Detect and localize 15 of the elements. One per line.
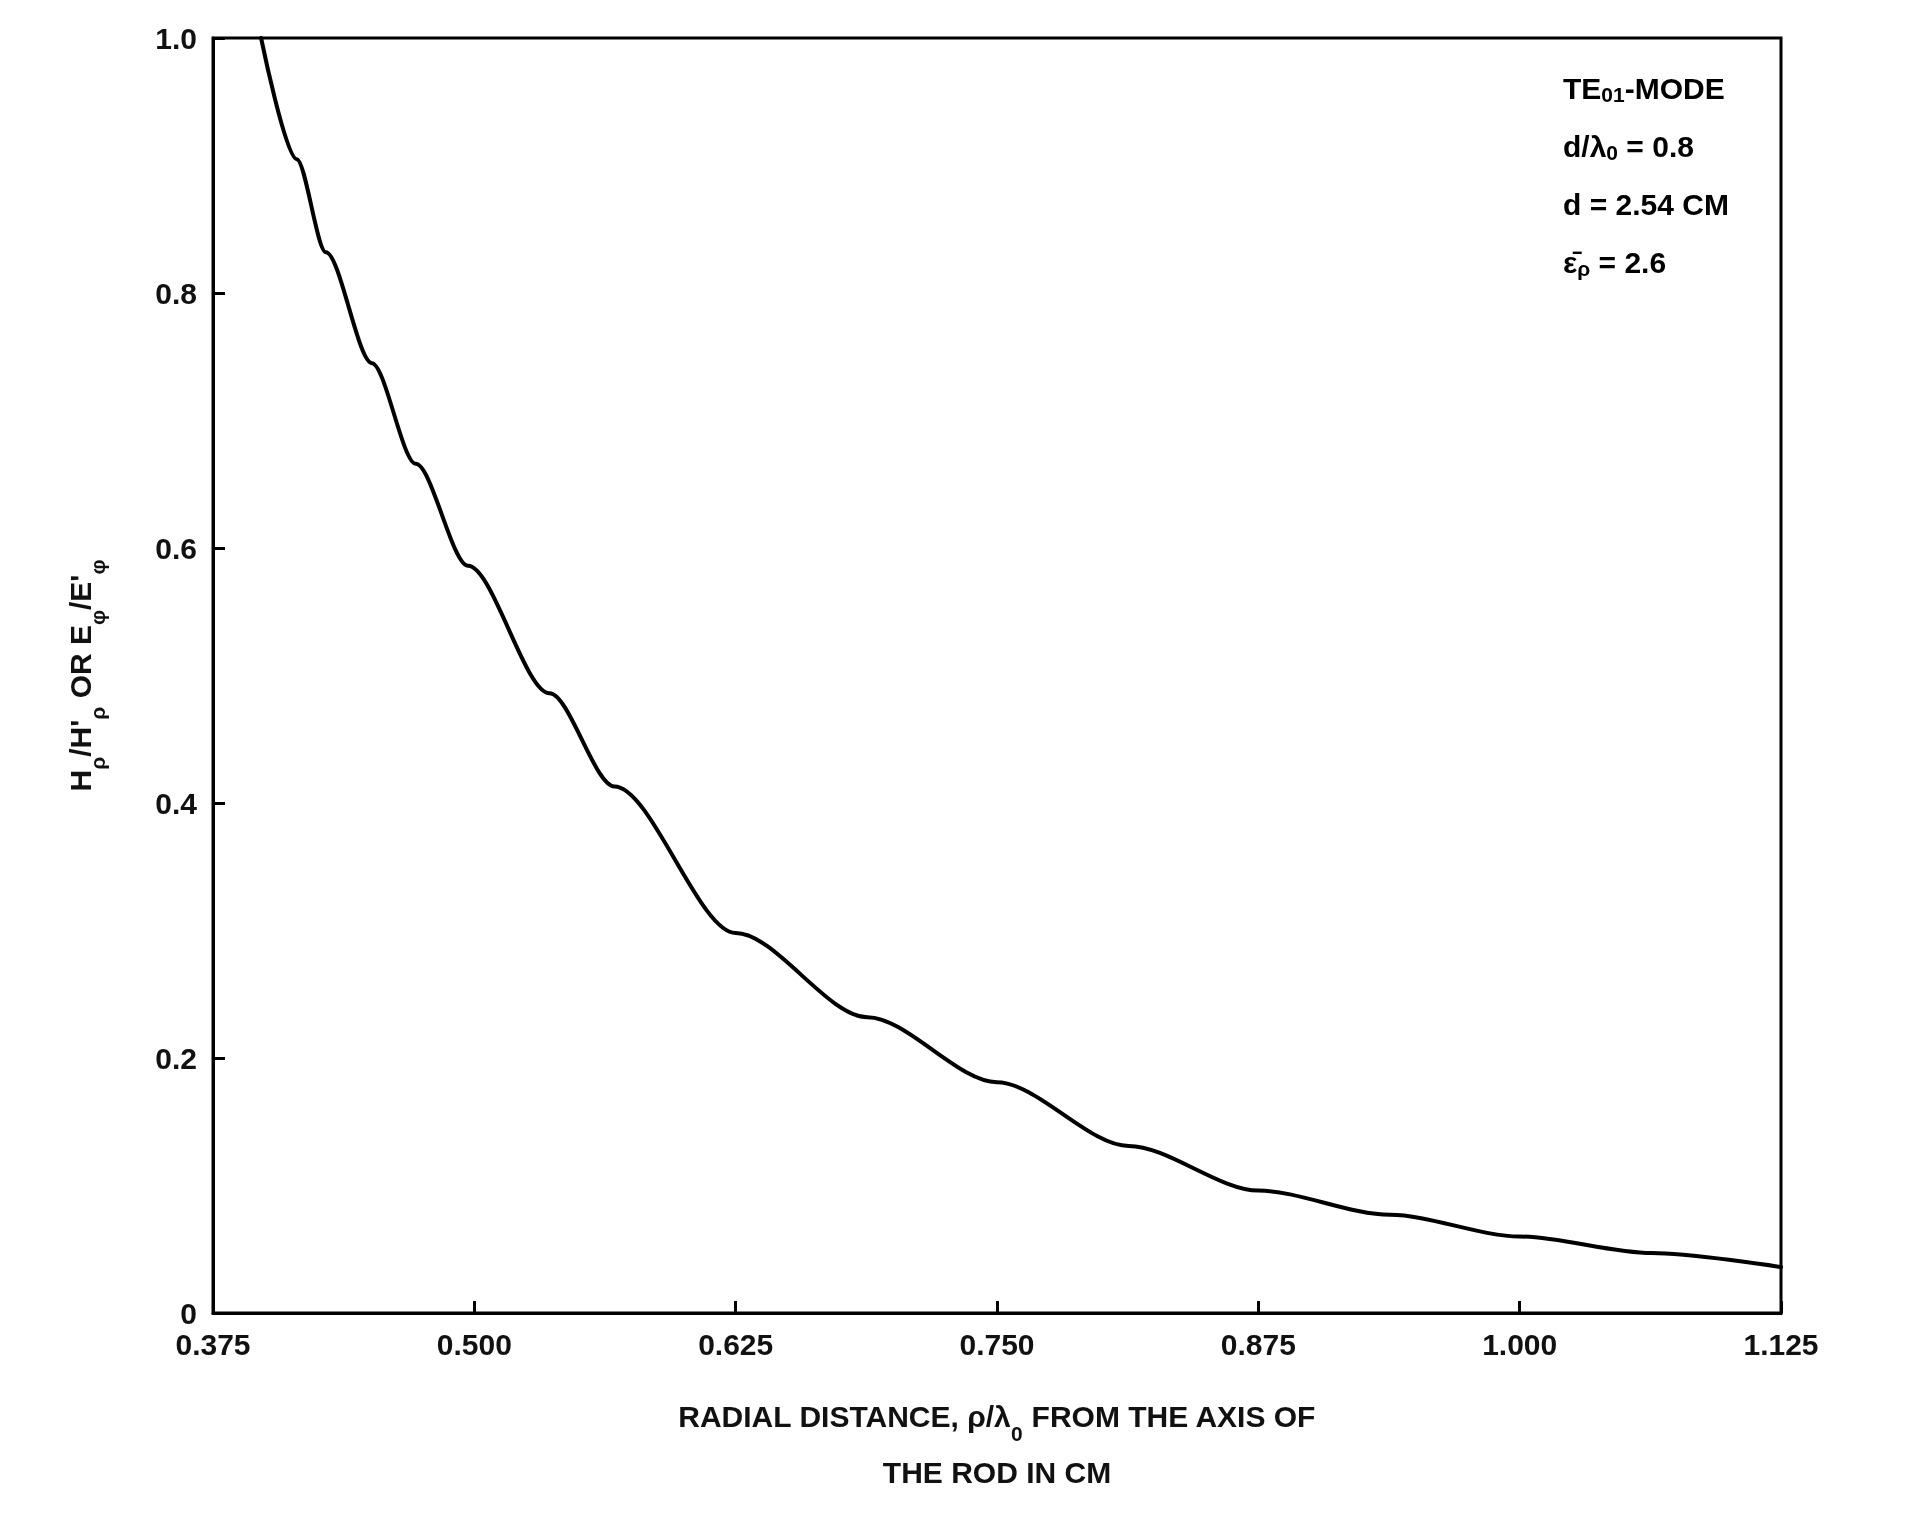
x-tick-label: 0.875 xyxy=(1220,1327,1296,1361)
x-tick-label: 1.000 xyxy=(1482,1327,1558,1361)
y-tick-label: 0.6 xyxy=(155,531,197,565)
y-tick-label: 0 xyxy=(180,1296,197,1330)
y-tick-label: 0.4 xyxy=(155,786,198,820)
x-tick-label: 1.125 xyxy=(1743,1327,1819,1361)
x-tick-label: 0.500 xyxy=(436,1327,512,1361)
y-axis-title: Hρ/H'ρ OR Eφ/E'φ xyxy=(63,559,109,792)
y-tick-label: 0.2 xyxy=(155,1041,197,1075)
x-tick-label: 0.750 xyxy=(959,1327,1035,1361)
annotation: d = 2.54 CM xyxy=(1563,187,1729,221)
y-tick-label: 0.8 xyxy=(155,276,197,310)
x-tick-label: 0.375 xyxy=(175,1327,251,1361)
x-tick-label: 0.625 xyxy=(698,1327,774,1361)
y-tick-label: 1.0 xyxy=(155,21,197,55)
